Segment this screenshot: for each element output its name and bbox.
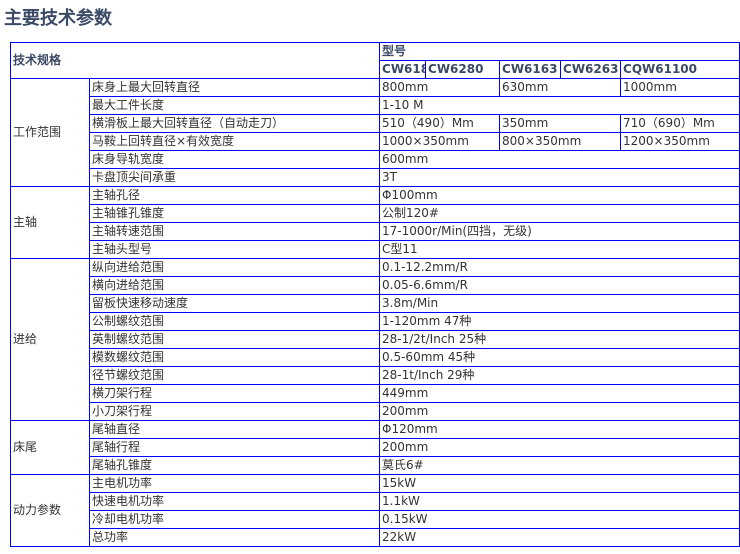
table-row: 总功率 22kW bbox=[11, 528, 740, 547]
param-value: 710（690）Mm bbox=[620, 114, 740, 133]
param-label: 主轴锥孔锥度 bbox=[88, 204, 381, 223]
param-label: 留板快速移动速度 bbox=[88, 294, 381, 313]
table-row: 横刀架行程 449mm bbox=[11, 384, 740, 403]
param-value: 3T bbox=[379, 168, 740, 187]
group-label: 动力参数 bbox=[10, 474, 90, 547]
param-value: 1-10 M bbox=[379, 96, 740, 115]
model-name: CW6163 bbox=[499, 60, 562, 79]
table-row: 尾轴行程 200mm bbox=[11, 438, 740, 457]
param-value: 28-1t/Inch 29种 bbox=[379, 366, 740, 385]
model-name: CW6280 bbox=[425, 60, 501, 79]
table-row: 主轴锥孔锥度 公制120# bbox=[11, 204, 740, 223]
param-value: 0.5-60mm 45种 bbox=[379, 348, 740, 367]
group-label: 床尾 bbox=[10, 420, 90, 475]
table-row: 尾轴孔锥度 莫氏6# bbox=[11, 456, 740, 475]
table-row: 床尾 尾轴直径 Φ120mm bbox=[10, 420, 740, 475]
param-value: 1200×350mm bbox=[620, 132, 740, 151]
param-label: 英制螺纹范围 bbox=[88, 330, 381, 349]
table-row: 模数螺纹范围 0.5-60mm 45种 bbox=[11, 348, 740, 367]
param-value: 0.05-6.6mm/R bbox=[379, 276, 740, 295]
param-value: 200mm bbox=[379, 402, 740, 421]
table-row: 径节螺纹范围 28-1t/Inch 29种 bbox=[11, 366, 740, 385]
param-value: 28-1/2t/Inch 25种 bbox=[379, 330, 740, 349]
param-label: 横刀架行程 bbox=[88, 384, 381, 403]
param-value: 3.8m/Min bbox=[379, 294, 740, 313]
spec-header: 技术规格 bbox=[9, 42, 381, 79]
param-label: 尾轴孔锥度 bbox=[88, 456, 381, 475]
param-label: 最大工件长度 bbox=[88, 96, 381, 115]
param-label: 冷却电机功率 bbox=[88, 510, 381, 529]
param-label: 快速电机功率 bbox=[88, 492, 381, 511]
table-row: 横向进给范围 0.05-6.6mm/R bbox=[11, 276, 740, 295]
param-value: 510（490）Mm bbox=[379, 114, 501, 133]
param-value: 630mm bbox=[499, 78, 622, 97]
param-value: 1000mm bbox=[620, 78, 740, 97]
param-value: 200mm bbox=[379, 438, 740, 457]
table-row: 主轴转速范围 17-1000r/Min(四挡，无级) bbox=[11, 222, 740, 241]
group-label: 工作范围 bbox=[10, 78, 90, 187]
param-label: 横向进给范围 bbox=[88, 276, 381, 295]
page-title: 主要技术参数 bbox=[4, 8, 112, 29]
table-row: 马鞍上回转直径×有效宽度 1000×350mm 800×350mm 1200×350m… bbox=[11, 132, 740, 151]
model-name: CQW61100 bbox=[620, 60, 740, 79]
param-value: C型11 bbox=[379, 240, 740, 259]
param-label: 主电机功率 bbox=[88, 474, 381, 493]
table-row: 冷却电机功率 0.15kW bbox=[11, 510, 740, 529]
table-row: 工作范围 床身上最大回转直径 800mm 630mm 1000mm bbox=[10, 78, 740, 187]
group-label: 主轴 bbox=[10, 186, 90, 259]
table-row: 主轴 主轴孔径 Φ100mm bbox=[10, 186, 740, 259]
table-row: 公制螺纹范围 1-120mm 47种 bbox=[11, 312, 740, 331]
param-value: Φ120mm bbox=[379, 420, 740, 439]
table-row: 最大工件长度 1-10 M bbox=[11, 96, 740, 115]
param-value: 600mm bbox=[379, 150, 740, 169]
param-label: 横滑板上最大回转直径（自动走刀） bbox=[88, 114, 381, 133]
model-name: CW6263 bbox=[560, 60, 622, 79]
param-label: 尾轴直径 bbox=[88, 420, 381, 439]
model-header: 型号 bbox=[379, 42, 740, 61]
table-row: 进给 纵向进给范围 0.1-12.2mm/R bbox=[10, 258, 740, 421]
param-value: 公制120# bbox=[379, 204, 740, 223]
table-row: 小刀架行程 200mm bbox=[11, 402, 740, 421]
table-row: 快速电机功率 1.1kW bbox=[11, 492, 740, 511]
param-label: 马鞍上回转直径×有效宽度 bbox=[88, 132, 381, 151]
param-value: 350mm bbox=[499, 114, 622, 133]
param-value: 22kW bbox=[379, 528, 740, 547]
model-name: CW6180 bbox=[379, 60, 427, 79]
param-label: 床身上最大回转直径 bbox=[88, 78, 381, 97]
param-value: 1-120mm 47种 bbox=[379, 312, 740, 331]
param-label: 主轴头型号 bbox=[88, 240, 381, 259]
param-value: 17-1000r/Min(四挡，无级) bbox=[379, 222, 740, 241]
param-label: 公制螺纹范围 bbox=[88, 312, 381, 331]
param-value: 449mm bbox=[379, 384, 740, 403]
param-value: 0.15kW bbox=[379, 510, 740, 529]
param-value: 800×350mm bbox=[499, 132, 622, 151]
table-row: 动力参数 主电机功率 15kW bbox=[10, 474, 740, 547]
param-value: 800mm bbox=[379, 78, 501, 97]
table-row: 英制螺纹范围 28-1/2t/Inch 25种 bbox=[11, 330, 740, 349]
param-label: 小刀架行程 bbox=[88, 402, 381, 421]
table-row: 留板快速移动速度 3.8m/Min bbox=[11, 294, 740, 313]
param-label: 尾轴行程 bbox=[88, 438, 381, 457]
group-label: 进给 bbox=[10, 258, 90, 421]
param-value: 1.1kW bbox=[379, 492, 740, 511]
param-label: 床身导轨宽度 bbox=[88, 150, 381, 169]
table-row: 主轴头型号 C型11 bbox=[11, 240, 740, 259]
param-value: Φ100mm bbox=[379, 186, 740, 205]
table-row: 床身导轨宽度 600mm bbox=[11, 150, 740, 169]
param-label: 模数螺纹范围 bbox=[88, 348, 381, 367]
param-value: 15kW bbox=[379, 474, 740, 493]
table-row: 卡盘顶尖间承重 3T bbox=[11, 168, 740, 187]
param-value: 1000×350mm bbox=[379, 132, 501, 151]
table-row: 横滑板上最大回转直径（自动走刀） 510（490）Mm 350mm 710（690）M… bbox=[11, 114, 740, 133]
param-label: 主轴孔径 bbox=[88, 186, 381, 205]
param-value: 0.1-12.2mm/R bbox=[379, 258, 740, 277]
param-label: 总功率 bbox=[88, 528, 381, 547]
spec-table: 技术规格 型号 CW6180 CW6280 CW6163 CW6263 CQW6… bbox=[9, 42, 740, 547]
param-value: 莫氏6# bbox=[379, 456, 740, 475]
param-label: 径节螺纹范围 bbox=[88, 366, 381, 385]
param-label: 纵向进给范围 bbox=[88, 258, 381, 277]
param-label: 主轴转速范围 bbox=[88, 222, 381, 241]
param-label: 卡盘顶尖间承重 bbox=[88, 168, 381, 187]
